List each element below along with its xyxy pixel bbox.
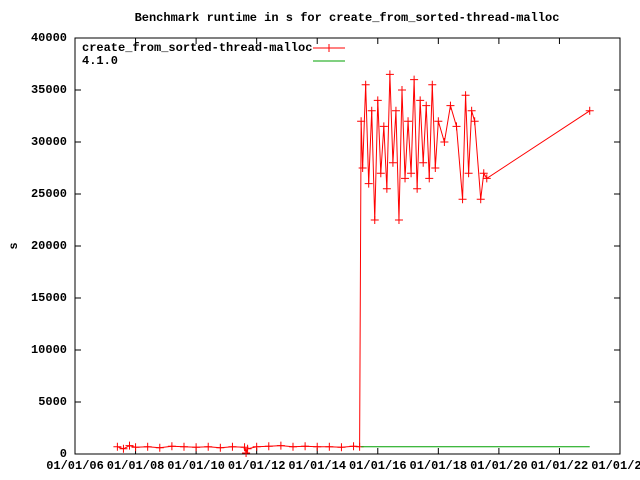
point-marker bbox=[416, 96, 425, 105]
point-marker bbox=[119, 444, 128, 453]
point-marker bbox=[373, 96, 382, 105]
point-marker bbox=[228, 442, 237, 451]
x-tick-label: 01/01/06 bbox=[46, 459, 104, 473]
point-marker bbox=[482, 174, 491, 183]
point-marker bbox=[370, 216, 379, 224]
y-tick-label: 30000 bbox=[31, 135, 67, 149]
point-marker bbox=[452, 122, 461, 131]
point-marker bbox=[376, 169, 385, 178]
point-marker bbox=[125, 441, 134, 450]
point-marker bbox=[394, 216, 403, 224]
point-marker bbox=[358, 164, 367, 172]
point-marker bbox=[243, 444, 252, 453]
x-tick-label: 01/01/16 bbox=[349, 459, 407, 473]
point-marker bbox=[385, 70, 394, 79]
x-tick-label: 01/01/24 bbox=[591, 459, 640, 473]
point-marker bbox=[413, 184, 422, 193]
point-marker bbox=[476, 195, 485, 204]
point-marker bbox=[479, 169, 488, 178]
point-marker bbox=[367, 106, 376, 115]
point-marker bbox=[325, 442, 334, 451]
x-tick-label: 01/01/10 bbox=[167, 459, 225, 473]
point-marker bbox=[440, 138, 449, 146]
point-marker bbox=[216, 443, 225, 452]
point-marker bbox=[398, 86, 406, 94]
point-marker bbox=[361, 80, 370, 89]
point-marker bbox=[401, 174, 410, 183]
y-tick-label: 40000 bbox=[31, 31, 67, 45]
point-marker bbox=[391, 106, 400, 115]
point-marker bbox=[404, 117, 413, 126]
point-marker bbox=[467, 106, 476, 115]
point-marker bbox=[143, 442, 152, 451]
y-tick-label: 5000 bbox=[38, 395, 67, 409]
point-marker bbox=[446, 101, 455, 110]
x-tick-label: 01/01/08 bbox=[107, 459, 165, 473]
point-marker bbox=[337, 443, 346, 452]
y-tick-label: 10000 bbox=[31, 343, 67, 357]
point-marker bbox=[113, 442, 122, 451]
point-marker bbox=[431, 164, 440, 172]
legend-label: create_from_sorted-thread-malloc bbox=[82, 41, 312, 55]
x-tick-label: 01/01/12 bbox=[228, 459, 286, 473]
point-marker bbox=[204, 442, 213, 451]
point-marker bbox=[425, 174, 434, 183]
plot-frame bbox=[74, 37, 621, 455]
point-marker bbox=[313, 442, 322, 451]
y-tick-label: 35000 bbox=[31, 83, 67, 97]
y-tick-label: 25000 bbox=[31, 187, 67, 201]
point-marker bbox=[461, 91, 470, 100]
point-marker bbox=[428, 80, 437, 89]
point-marker bbox=[379, 122, 388, 131]
point-marker bbox=[388, 158, 397, 167]
point-marker bbox=[585, 106, 594, 115]
point-marker bbox=[264, 442, 273, 451]
point-marker bbox=[410, 75, 419, 84]
point-marker bbox=[464, 169, 473, 178]
point-marker bbox=[289, 442, 297, 451]
point-marker bbox=[252, 442, 261, 451]
chart-title: Benchmark runtime in s for create_from_s… bbox=[135, 11, 560, 25]
x-tick-label: 01/01/14 bbox=[288, 459, 346, 473]
x-tick-label: 01/01/20 bbox=[470, 459, 528, 473]
point-marker bbox=[364, 179, 373, 188]
point-marker bbox=[155, 443, 164, 452]
point-marker bbox=[349, 442, 358, 451]
y-tick-label: 0 bbox=[60, 447, 67, 461]
point-marker bbox=[382, 184, 391, 193]
y-tick-label: 20000 bbox=[31, 239, 67, 253]
point-marker bbox=[192, 443, 201, 452]
point-marker bbox=[458, 195, 467, 204]
point-marker bbox=[131, 443, 140, 452]
point-marker bbox=[301, 442, 310, 451]
y-tick-label: 15000 bbox=[31, 291, 67, 305]
x-tick-label: 01/01/18 bbox=[410, 459, 468, 473]
point-marker bbox=[419, 158, 428, 167]
point-marker bbox=[434, 117, 443, 126]
point-marker bbox=[276, 441, 285, 450]
y-axis-label: s bbox=[7, 242, 21, 249]
point-marker bbox=[422, 101, 431, 110]
point-marker bbox=[180, 442, 188, 451]
legend-label: 4.1.0 bbox=[82, 54, 118, 68]
series-line bbox=[117, 74, 590, 455]
point-marker bbox=[407, 169, 416, 178]
point-marker bbox=[470, 117, 479, 126]
point-marker bbox=[242, 448, 251, 457]
point-marker bbox=[167, 442, 176, 451]
x-tick-label: 01/01/22 bbox=[531, 459, 589, 473]
point-marker bbox=[357, 117, 366, 126]
legend-marker bbox=[325, 44, 333, 52]
